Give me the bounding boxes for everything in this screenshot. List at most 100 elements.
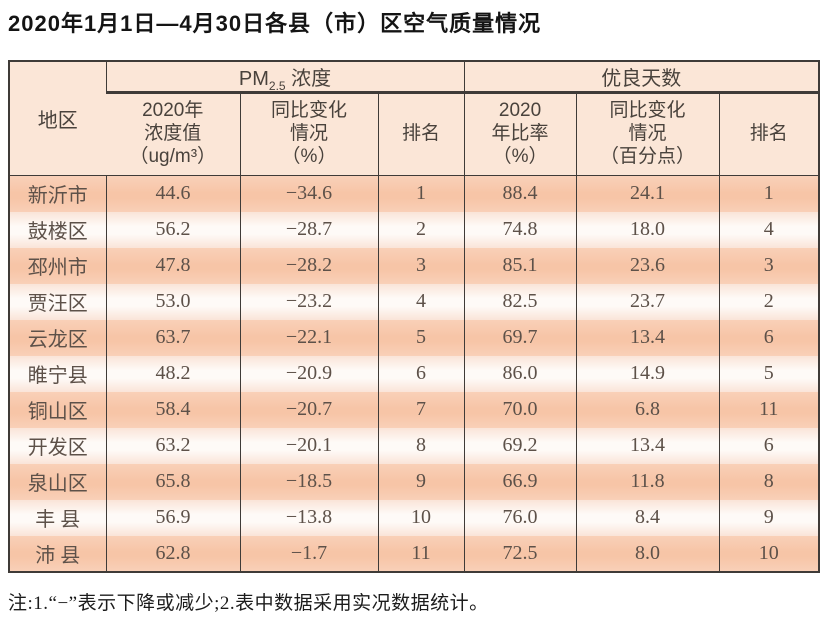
header-line: （%） bbox=[281, 145, 337, 167]
page-title: 2020年1月1日—4月30日各县（市）区空气质量情况 bbox=[8, 11, 542, 36]
cell-days-change: 18.0 bbox=[575, 211, 720, 248]
cell-pm-change: −22.1 bbox=[239, 319, 378, 356]
header-line: 2020年 bbox=[142, 100, 204, 122]
cell-region: 开发区 bbox=[9, 427, 106, 464]
cell-region: 新沂市 bbox=[9, 175, 106, 212]
cell-days-rate: 69.2 bbox=[463, 427, 577, 464]
header-pm25-group: PM2.5 浓度 bbox=[105, 61, 465, 94]
header-good-days-group: 优良天数 bbox=[463, 61, 820, 94]
cell-days-change: 13.4 bbox=[575, 427, 720, 464]
cell-days-rate: 76.0 bbox=[463, 499, 577, 536]
cell-pm-change: −28.2 bbox=[239, 247, 378, 284]
table-row: 睢宁县 48.2 −20.9 6 86.0 14.9 5 bbox=[9, 355, 820, 392]
header-group-row: 地区 PM2.5 浓度 优良天数 bbox=[9, 61, 820, 176]
cell-region: 邳州市 bbox=[9, 247, 106, 284]
table-row: 丰 县 56.9 −13.8 10 76.0 8.4 9 bbox=[9, 499, 820, 536]
cell-pm-change: −20.7 bbox=[239, 391, 378, 428]
cell-pm-change: −20.1 bbox=[239, 427, 378, 464]
page: 2020年1月1日—4月30日各县（市）区空气质量情况 地区 PM2.5 浓度 … bbox=[0, 9, 825, 615]
header-line: （%） bbox=[492, 145, 548, 167]
header-sub-row: 2020年 浓度值 （ug/m³） 同比变化 情况 （%） 排名 2020 年比… bbox=[9, 92, 820, 176]
pm-prefix: PM bbox=[238, 68, 269, 90]
header-line: 情况 bbox=[628, 123, 667, 145]
cell-region: 丰 县 bbox=[9, 499, 106, 536]
cell-days-rank: 1 bbox=[718, 175, 820, 212]
pm25-subscript: 2.5 bbox=[268, 79, 286, 93]
cell-pm-value: 56.9 bbox=[105, 499, 240, 536]
cell-pm-value: 56.2 bbox=[105, 211, 240, 248]
header-line: 年比率 bbox=[491, 123, 549, 145]
cell-region: 云龙区 bbox=[9, 319, 106, 356]
cell-pm-value: 63.2 bbox=[105, 427, 240, 464]
cell-days-change: 11.8 bbox=[575, 463, 720, 500]
cell-days-change: 24.1 bbox=[575, 175, 720, 212]
header-line: （百分点） bbox=[600, 145, 696, 167]
header-days-rate: 2020 年比率 （%） bbox=[463, 92, 577, 176]
cell-pm-value: 48.2 bbox=[105, 355, 240, 392]
table-row: 泉山区 65.8 −18.5 9 66.9 11.8 8 bbox=[9, 463, 820, 500]
cell-region: 睢宁县 bbox=[9, 355, 106, 392]
cell-days-rank: 11 bbox=[718, 391, 820, 428]
cell-pm-change: −20.9 bbox=[239, 355, 378, 392]
cell-pm-rank: 1 bbox=[377, 175, 465, 212]
table-row: 新沂市 44.6 −34.6 1 88.4 24.1 1 bbox=[9, 175, 820, 212]
cell-days-rate: 69.7 bbox=[463, 319, 577, 356]
table-row: 贾汪区 53.0 −23.2 4 82.5 23.7 2 bbox=[9, 283, 820, 320]
table-row: 开发区 63.2 −20.1 8 69.2 13.4 6 bbox=[9, 427, 820, 464]
header-line: 2020 bbox=[498, 100, 542, 122]
header-line: 同比变化 bbox=[609, 100, 686, 122]
header-region: 地区 bbox=[9, 61, 106, 176]
cell-pm-rank: 5 bbox=[377, 319, 465, 356]
footnote: 注:1.“−”表示下降或减少;2.表中数据采用实况数据统计。 bbox=[8, 592, 489, 614]
table-header: 地区 PM2.5 浓度 优良天数 2020年 浓度值 （ug/m³） 同比变化 … bbox=[9, 61, 820, 176]
table-row: 沛 县 62.8 −1.7 11 72.5 8.0 10 bbox=[9, 535, 820, 572]
header-pm-value: 2020年 浓度值 （ug/m³） bbox=[106, 92, 240, 176]
cell-pm-value: 62.8 bbox=[105, 535, 240, 572]
cell-region: 沛 县 bbox=[9, 535, 106, 572]
cell-pm-change: −1.7 bbox=[239, 535, 378, 572]
table-row: 云龙区 63.7 −22.1 5 69.7 13.4 6 bbox=[9, 319, 820, 356]
cell-days-rank: 2 bbox=[718, 283, 820, 320]
cell-pm-rank: 7 bbox=[377, 391, 465, 428]
cell-pm-rank: 3 bbox=[377, 247, 465, 284]
air-quality-table: 地区 PM2.5 浓度 优良天数 2020年 浓度值 （ug/m³） 同比变化 … bbox=[8, 60, 821, 573]
cell-pm-change: −18.5 bbox=[239, 463, 378, 500]
cell-days-rate: 66.9 bbox=[463, 463, 577, 500]
cell-region: 泉山区 bbox=[9, 463, 106, 500]
cell-days-rank: 8 bbox=[718, 463, 820, 500]
cell-pm-value: 44.6 bbox=[105, 175, 240, 212]
cell-pm-change: −34.6 bbox=[239, 175, 378, 212]
cell-days-rate: 74.8 bbox=[463, 211, 577, 248]
table-body: 新沂市 44.6 −34.6 1 88.4 24.1 1 鼓楼区 56.2 −28.7 2 74.8 1… bbox=[9, 175, 820, 572]
cell-days-rank: 6 bbox=[718, 427, 820, 464]
cell-pm-rank: 4 bbox=[377, 283, 465, 320]
header-pm-rank: 排名 bbox=[377, 92, 465, 176]
cell-region: 铜山区 bbox=[9, 391, 106, 428]
cell-days-rank: 5 bbox=[718, 355, 820, 392]
cell-days-change: 13.4 bbox=[575, 319, 720, 356]
cell-region: 贾汪区 bbox=[9, 283, 106, 320]
cell-days-rate: 86.0 bbox=[463, 355, 577, 392]
header-line: 同比变化 bbox=[270, 100, 347, 122]
cell-pm-value: 47.8 bbox=[105, 247, 240, 284]
cell-days-change: 23.7 bbox=[575, 283, 720, 320]
cell-days-change: 6.8 bbox=[575, 391, 720, 428]
table-row: 铜山区 58.4 −20.7 7 70.0 6.8 11 bbox=[9, 391, 820, 428]
cell-days-rate: 72.5 bbox=[463, 535, 577, 572]
cell-pm-rank: 9 bbox=[377, 463, 465, 500]
cell-pm-change: −28.7 bbox=[239, 211, 378, 248]
cell-days-rank: 9 bbox=[718, 499, 820, 536]
cell-days-rate: 88.4 bbox=[463, 175, 577, 212]
cell-pm-value: 58.4 bbox=[105, 391, 240, 428]
cell-days-rate: 85.1 bbox=[463, 247, 577, 284]
header-line: 浓度值 bbox=[144, 123, 202, 145]
cell-days-rank: 4 bbox=[718, 211, 820, 248]
header-days-change: 同比变化 情况 （百分点） bbox=[575, 92, 720, 176]
cell-pm-change: −23.2 bbox=[239, 283, 378, 320]
cell-days-change: 8.0 bbox=[575, 535, 720, 572]
cell-pm-rank: 6 bbox=[377, 355, 465, 392]
header-line: 情况 bbox=[289, 123, 328, 145]
cell-pm-value: 53.0 bbox=[105, 283, 240, 320]
cell-pm-rank: 11 bbox=[377, 535, 465, 572]
cell-days-rank: 3 bbox=[718, 247, 820, 284]
